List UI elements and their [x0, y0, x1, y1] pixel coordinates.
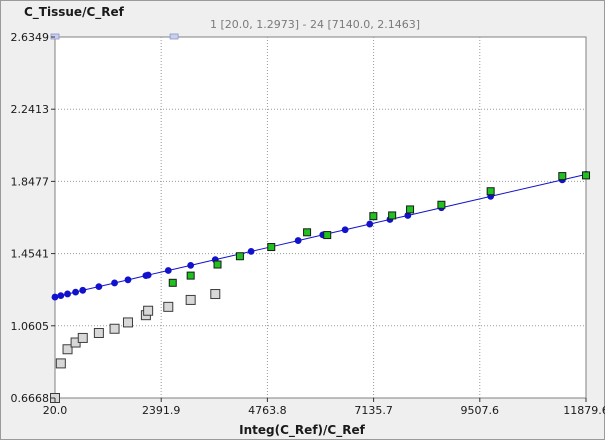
included-point	[369, 212, 378, 221]
excluded-point	[185, 294, 196, 305]
included-point	[267, 243, 276, 252]
y-tick-label: 0.6668	[11, 392, 50, 405]
y-axis-ticks: 0.6668 1.0605 1.4541 1.8477 2.2413 2.6349	[11, 31, 55, 405]
included-point	[437, 200, 446, 209]
included-point	[582, 171, 591, 180]
included-point	[323, 231, 332, 240]
fit-point	[187, 261, 195, 269]
x-axis-title: Integ(C_Ref)/C_Ref	[239, 423, 365, 438]
fit-point	[341, 226, 349, 234]
y-tick-label: 2.6349	[11, 31, 50, 44]
excluded-point	[122, 317, 133, 328]
included-point	[186, 271, 195, 280]
fit-point	[51, 293, 59, 301]
excluded-point	[93, 327, 104, 338]
fit-range-end-handle[interactable]	[169, 33, 179, 40]
fit-point	[124, 276, 132, 284]
excluded-point	[77, 332, 88, 343]
included-point	[558, 172, 567, 181]
x-tick-label: 9507.6	[461, 404, 500, 417]
excluded-point	[62, 344, 73, 355]
fit-point	[247, 248, 255, 255]
y-tick-label: 1.4541	[11, 248, 50, 261]
fit-point	[164, 267, 172, 274]
excluded-point	[163, 301, 174, 312]
included-points	[168, 171, 591, 287]
fit-point	[366, 220, 374, 228]
fit-point	[95, 283, 103, 291]
plot-area[interactable]	[54, 36, 587, 399]
included-point	[213, 260, 222, 269]
x-tick-label: 4763.8	[248, 404, 287, 417]
x-tick-label: 20.0	[43, 404, 68, 417]
fit-point	[144, 271, 152, 279]
x-tick-label: 2391.9	[142, 404, 181, 417]
fit-point	[111, 279, 118, 287]
x-tick-label: 11879.6	[563, 404, 605, 417]
x-tick-label: 7135.7	[354, 404, 393, 417]
fit-point	[79, 286, 87, 294]
fit-series	[51, 170, 590, 301]
included-point	[235, 252, 244, 261]
included-point	[486, 187, 495, 196]
excluded-point	[55, 358, 66, 369]
fit-point	[294, 237, 302, 244]
excluded-point	[143, 305, 154, 316]
included-point	[303, 228, 312, 237]
fit-point	[72, 288, 79, 296]
y-tick-label: 1.8477	[11, 175, 50, 188]
included-point	[406, 205, 415, 214]
fit-point	[57, 292, 65, 300]
fit-range-annotation: 1 [20.0, 1.2973] - 24 [7140.0, 2.1463]	[210, 18, 420, 31]
x-axis-ticks: 20.0 2391.9 4763.8 7135.7 9507.6 11879.6	[43, 398, 605, 417]
included-point	[168, 278, 177, 287]
y-axis-title: C_Tissue/C_Ref	[24, 5, 125, 20]
y-tick-label: 1.0605	[11, 320, 50, 333]
excluded-point	[210, 289, 221, 300]
fit-point	[64, 290, 71, 298]
included-point	[388, 211, 397, 220]
excluded-point	[109, 323, 120, 334]
y-tick-label: 2.2413	[11, 103, 50, 116]
fit-point	[404, 212, 412, 219]
